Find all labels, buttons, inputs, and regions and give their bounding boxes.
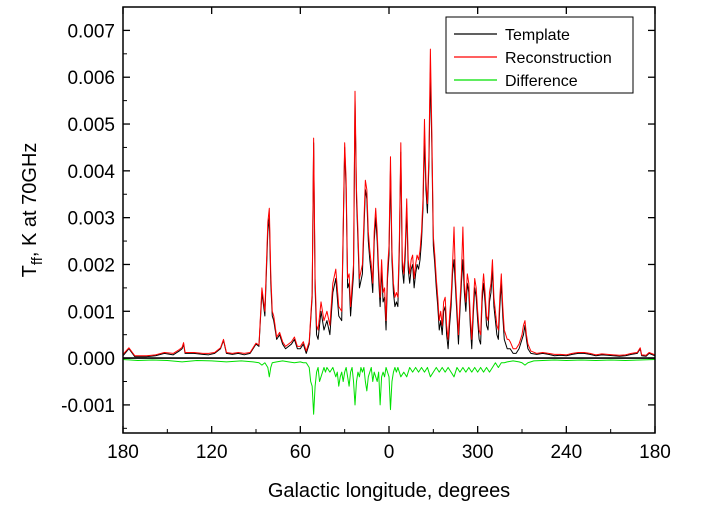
y-tick-label: 0.004 (67, 162, 115, 183)
x-tick-label: 60 (290, 442, 311, 463)
y-tick-label: -0.001 (61, 396, 115, 417)
legend-label-difference: Difference (505, 73, 578, 90)
series-line-difference (122, 359, 656, 415)
y-tick-label: 0.007 (67, 21, 115, 42)
legend-label-reconstruction: Reconstruction (505, 50, 612, 67)
x-tick-label: 300 (462, 442, 494, 463)
x-tick-label: 180 (107, 442, 139, 463)
y-tick-label: 0.006 (67, 68, 115, 89)
x-tick-label: 120 (196, 442, 228, 463)
y-axis-title-main: T (19, 265, 41, 277)
series-line-reconstruction (122, 48, 656, 357)
y-axis: 0.007 0.006 0.005 0.004 0.003 0.002 0.001 0.000… (61, 21, 655, 429)
y-tick-label: 0.002 (67, 255, 115, 276)
y-tick-label: 0.001 (67, 302, 115, 323)
x-axis-title: Galactic longitude, degrees (268, 480, 510, 502)
y-tick-label: 0.003 (67, 209, 115, 230)
y-tick-label: 0.005 (67, 115, 115, 136)
x-tick-label: 240 (550, 442, 582, 463)
legend: Template Reconstruction Difference (445, 16, 634, 94)
x-axis: 180 120 60 0 300 240 180 (107, 7, 671, 463)
series-layer (122, 48, 656, 415)
series-line-template (122, 72, 656, 358)
x-tick-label: 0 (384, 442, 395, 463)
y-axis-title-rest: , K at 70GHz (19, 143, 41, 258)
y-tick-label: 0.000 (67, 349, 115, 370)
legend-label-template: Template (505, 27, 570, 44)
y-axis-title: Tff, K at 70GHz (19, 143, 46, 278)
x-tick-label: 180 (639, 442, 671, 463)
y-axis-title-subscript: ff (29, 256, 46, 265)
